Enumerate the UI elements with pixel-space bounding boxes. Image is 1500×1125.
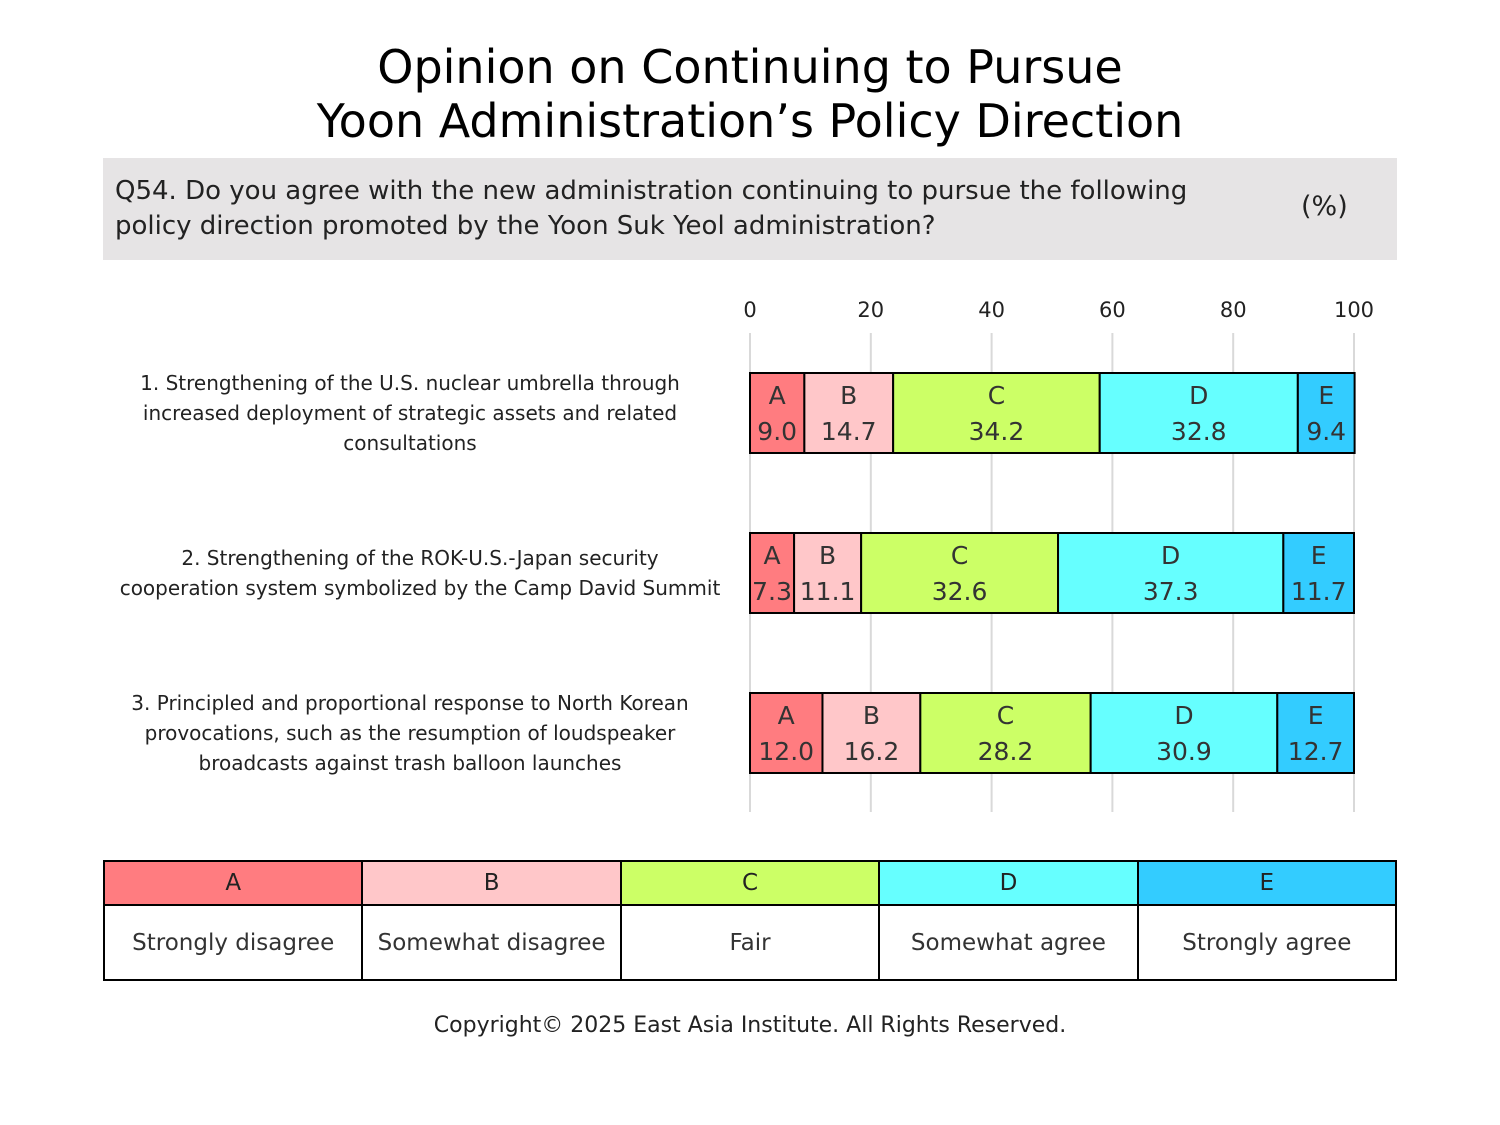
bar-segment [821, 692, 922, 774]
x-tick-label: 100 [1334, 298, 1374, 322]
bar-segment [749, 692, 824, 774]
data-label: 11.7 [1291, 577, 1347, 606]
data-label: 32.6 [932, 577, 988, 606]
segment-key-label: C [951, 541, 968, 570]
question-line-2: policy direction promoted by the Yoon Su… [115, 211, 936, 241]
question-box: Q54. Do you agree with the new administr… [103, 158, 1397, 260]
chart-title-line-2: Yoon Administration’s Policy Direction [316, 94, 1184, 148]
category-label-line: cooperation system symbolized by the Cam… [119, 576, 721, 600]
segment-key-label: B [840, 381, 857, 410]
category-label: 1. Strengthening of the U.S. nuclear umb… [90, 368, 730, 458]
segment-key-label: C [988, 381, 1005, 410]
x-tick-label: 20 [857, 298, 884, 322]
copyright-text: Copyright© 2025 East Asia Institute. All… [433, 1013, 1067, 1038]
category-label-line: consultations [343, 431, 477, 455]
legend-column: D Somewhat agree [880, 862, 1139, 979]
segment-key-label: D [1161, 541, 1180, 570]
bar-segment [1282, 532, 1356, 614]
segment-key-label: A [763, 541, 780, 570]
segment-key-label: E [1318, 381, 1334, 410]
data-label: 11.1 [800, 577, 856, 606]
legend-table: A Strongly disagree B Somewhat disagree C Fai… [103, 860, 1397, 981]
segment-key-label: B [863, 701, 880, 730]
x-tick-label: 60 [1099, 298, 1126, 322]
data-label: 37.3 [1143, 577, 1199, 606]
bar-segment [749, 372, 806, 454]
bar-segment [803, 372, 895, 454]
data-label: 7.3 [752, 577, 792, 606]
question-text: Q54. Do you agree with the new administr… [115, 174, 1215, 244]
legend-description: Strongly disagree [132, 929, 335, 956]
legend-column: E Strongly agree [1138, 862, 1396, 979]
segment-key-label: D [1174, 701, 1193, 730]
data-label: 34.2 [969, 417, 1025, 446]
segment-key-label: A [769, 381, 786, 410]
data-label: 16.2 [844, 737, 900, 766]
legend-description: Somewhat agree [910, 929, 1106, 956]
bar-segment [1057, 532, 1285, 614]
legend-key: E [1138, 862, 1396, 906]
category-label-line: provocations, such as the resumption of … [144, 721, 676, 745]
category-label: 3. Principled and proportional response … [90, 688, 730, 778]
data-label: 28.2 [978, 737, 1034, 766]
legend-key: B [363, 862, 620, 906]
segment-key-label: E [1308, 701, 1324, 730]
data-label: 14.7 [821, 417, 877, 446]
data-label: 9.4 [1306, 417, 1346, 446]
data-label: 30.9 [1156, 737, 1212, 766]
data-label: 12.7 [1288, 737, 1344, 766]
category-label-line: 1. Strengthening of the U.S. nuclear umb… [140, 371, 680, 395]
data-label: 32.8 [1171, 417, 1227, 446]
segment-key-label: B [819, 541, 836, 570]
bar-segment [892, 372, 1101, 454]
segment-key-label: D [1189, 381, 1208, 410]
category-label-line: 3. Principled and proportional response … [131, 691, 689, 715]
bar-segment [919, 692, 1092, 774]
x-tick-label: 40 [978, 298, 1005, 322]
legend-description: Fair [729, 929, 771, 956]
legend-key: C [621, 862, 879, 906]
legend-description: Strongly agree [1182, 929, 1352, 956]
data-label: 12.0 [758, 737, 814, 766]
data-label: 9.0 [757, 417, 797, 446]
chart-title: Opinion on Continuing to Pursue Yoon Adm… [0, 40, 1500, 148]
category-label-line: 2. Strengthening of the ROK-U.S.-Japan s… [181, 546, 659, 570]
bar-segment [1276, 692, 1355, 774]
category-label: 2. Strengthening of the ROK-U.S.-Japan s… [100, 543, 740, 603]
legend-description: Somewhat disagree [377, 929, 606, 956]
chart-title-line-1: Opinion on Continuing to Pursue [377, 40, 1123, 94]
bar-segment [1296, 372, 1356, 454]
bar-segment [1098, 372, 1299, 454]
legend-key: D [880, 862, 1137, 906]
category-label-line: increased deployment of strategic assets… [142, 401, 678, 425]
legend-column: A Strongly disagree [105, 862, 364, 979]
stacked-bar-chart: 0 20 40 60 80 100 A 9.0 B 14.7 C 34.2 D 32.8 E 9.4 A 7.3 B… [743, 298, 1374, 812]
question-line-1: Q54. Do you agree with the new administr… [115, 176, 1188, 206]
legend-column: B Somewhat disagree [363, 862, 622, 979]
legend-key: A [105, 862, 362, 906]
bar-segment [749, 532, 796, 614]
x-tick-label: 80 [1220, 298, 1247, 322]
bar-segment [1089, 692, 1279, 774]
category-label-line: broadcasts against trash balloon launche… [198, 751, 622, 775]
x-tick-label: 0 [743, 298, 756, 322]
legend-column: C Fair [621, 862, 881, 979]
bar-segment [860, 532, 1060, 614]
unit-label: (%) [1301, 191, 1348, 222]
segment-key-label: A [778, 701, 795, 730]
segment-key-label: E [1311, 541, 1327, 570]
segment-key-label: C [997, 701, 1014, 730]
